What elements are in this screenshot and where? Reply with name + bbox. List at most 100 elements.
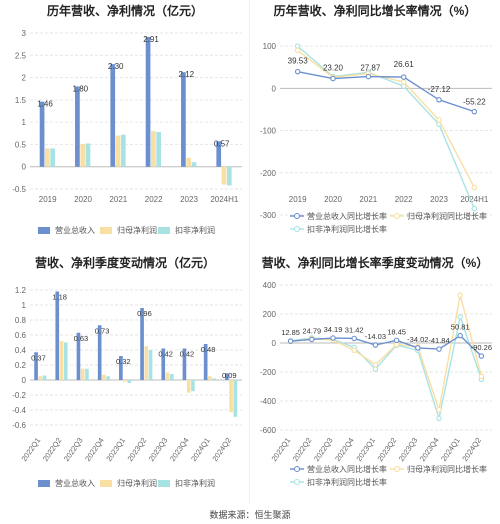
point-netprofit: [457, 292, 463, 298]
point-revenue: [287, 338, 294, 344]
bar-netprofit: [102, 374, 106, 380]
bar-revenue: [140, 308, 144, 380]
legend-label: 扣非净利润同比增长率: [307, 224, 387, 234]
bar-revenue: [203, 344, 208, 380]
legend-swatch-deducted: [158, 480, 170, 487]
y-tick-label: 100: [263, 42, 277, 51]
quarterly-growth-rate-chart: -600-400-20002004002022Q12022Q22022Q3202…: [260, 281, 492, 487]
bar-revenue: [216, 141, 222, 167]
legend-label: 营业总收入: [55, 478, 95, 488]
y-tick-label: 0.2: [15, 361, 27, 370]
legend-label: 归母净利润同比增长率: [407, 211, 487, 221]
y-tick-label: -0.5: [12, 185, 26, 194]
x-tick-label: 2022Q1: [20, 436, 43, 463]
y-tick-label: 0.6: [15, 331, 27, 340]
data-label: 27.87: [360, 64, 381, 73]
point-revenue: [415, 345, 421, 351]
point-revenue: [330, 335, 336, 341]
x-tick-label: 2023Q3: [147, 436, 170, 463]
bar-deducted: [106, 376, 110, 380]
bar-deducted: [226, 166, 232, 186]
legend-label: 营业总收入同比增长率: [307, 464, 387, 474]
chart-title: 营收、净利季度变动情况（亿元）: [34, 256, 215, 270]
x-tick-label: 2022Q4: [83, 436, 106, 463]
point-netprofit: [294, 47, 301, 54]
bar-revenue: [76, 332, 81, 380]
bar-deducted: [191, 380, 195, 392]
x-tick-label: 2022Q3: [62, 436, 85, 463]
bar-netprofit: [151, 131, 156, 167]
data-label: 0.32: [116, 357, 131, 366]
data-label: 1.80: [73, 84, 89, 93]
y-tick-label: -600: [260, 426, 277, 435]
bar-revenue: [161, 348, 166, 380]
legend-swatch-netprofit: [100, 480, 112, 487]
bar-deducted: [233, 380, 238, 417]
legend-label: 归母净利润同比增长率: [407, 464, 487, 474]
point-deducted: [436, 415, 442, 422]
data-label: -14.03: [365, 332, 386, 341]
point-deducted: [372, 366, 379, 372]
data-label: 0.42: [158, 350, 173, 359]
legend-marker-deducted: [293, 478, 301, 486]
chart-title: 历年营收、净利同比增长率情况（%）: [273, 4, 477, 18]
x-tick-label: 2024Q2: [460, 436, 483, 463]
data-label: -90.26: [471, 343, 492, 352]
data-label: 34.19: [324, 325, 343, 334]
panel-divider: [249, 0, 250, 504]
y-tick-label: 400: [263, 281, 277, 290]
point-netprofit: [351, 347, 357, 354]
bar-deducted: [63, 342, 68, 380]
chart-title: 营收、净利同比增长率季度变动情况（%）: [261, 256, 489, 270]
x-tick-label: 2020: [74, 195, 92, 204]
series-line-netprofit: [297, 49, 475, 188]
bar-revenue: [97, 325, 102, 380]
legend-label: 扣非净利润: [175, 478, 215, 488]
bar-netprofit: [186, 380, 191, 393]
data-label: -41.84: [428, 336, 449, 345]
bar-netprofit: [186, 157, 192, 167]
bar-netprofit: [208, 376, 212, 380]
x-tick-label: 2024Q2: [210, 436, 233, 463]
point-revenue: [436, 97, 442, 103]
annual-revenue-profit-chart: -0.5 0 0.5 1 1.5 2 2.5 3 2019 2020 2021 2022 2023 202…: [12, 29, 242, 235]
x-tick-label: 2023Q2: [126, 436, 149, 463]
x-tick-label: 2021: [359, 195, 377, 204]
bar-netprofit: [80, 143, 86, 167]
point-revenue: [330, 75, 336, 82]
data-label: 1.46: [37, 100, 53, 109]
point-revenue: [471, 108, 478, 115]
data-label: -55.22: [463, 98, 486, 107]
x-tick-label: 2022Q4: [333, 436, 356, 463]
bar-deducted: [42, 375, 47, 380]
bar-revenue: [55, 291, 60, 380]
data-label: 50.81: [451, 323, 470, 332]
point-revenue: [436, 346, 442, 352]
bar-deducted: [85, 368, 89, 380]
bar-deducted: [148, 350, 153, 380]
point-revenue: [294, 68, 301, 75]
x-tick-label: 2023: [180, 195, 198, 204]
x-tick-label: 2024Q1: [439, 436, 462, 463]
x-tick-label: 2023Q1: [354, 436, 377, 463]
quarterly-revenue-profit-panel: -0.6 -0.4 -0.2 0 0.2 0.4 0.6 0.8 1 1.2 2022Q1 2022Q…: [0, 252, 250, 504]
bar-deducted: [85, 143, 91, 167]
bar-deducted: [156, 131, 162, 167]
legend-label: 营业总收入同比增长率: [307, 211, 387, 221]
data-label: 31.42: [345, 325, 364, 334]
y-tick-label: 3: [22, 29, 27, 38]
y-tick-label: 0.5: [15, 140, 27, 149]
y-tick-label: 0: [22, 163, 27, 172]
legend-swatch-deducted: [158, 227, 170, 234]
legend-marker-deducted: [293, 225, 301, 233]
y-tick-label: 1.2: [15, 286, 27, 295]
data-label: 24.79: [302, 326, 321, 335]
data-label: 0.37: [31, 353, 46, 362]
point-netprofit: [471, 184, 478, 191]
legend-swatch-revenue: [38, 480, 50, 487]
annual-growth-rate-chart: -300 -200 -100 0 100 2019 2020 2021 2022 2023 2024…: [260, 42, 492, 234]
x-tick-label: 2022Q3: [312, 436, 335, 463]
y-tick-label: 1: [22, 301, 27, 310]
bar-revenue: [182, 348, 187, 380]
y-tick-label: -300: [260, 211, 277, 220]
